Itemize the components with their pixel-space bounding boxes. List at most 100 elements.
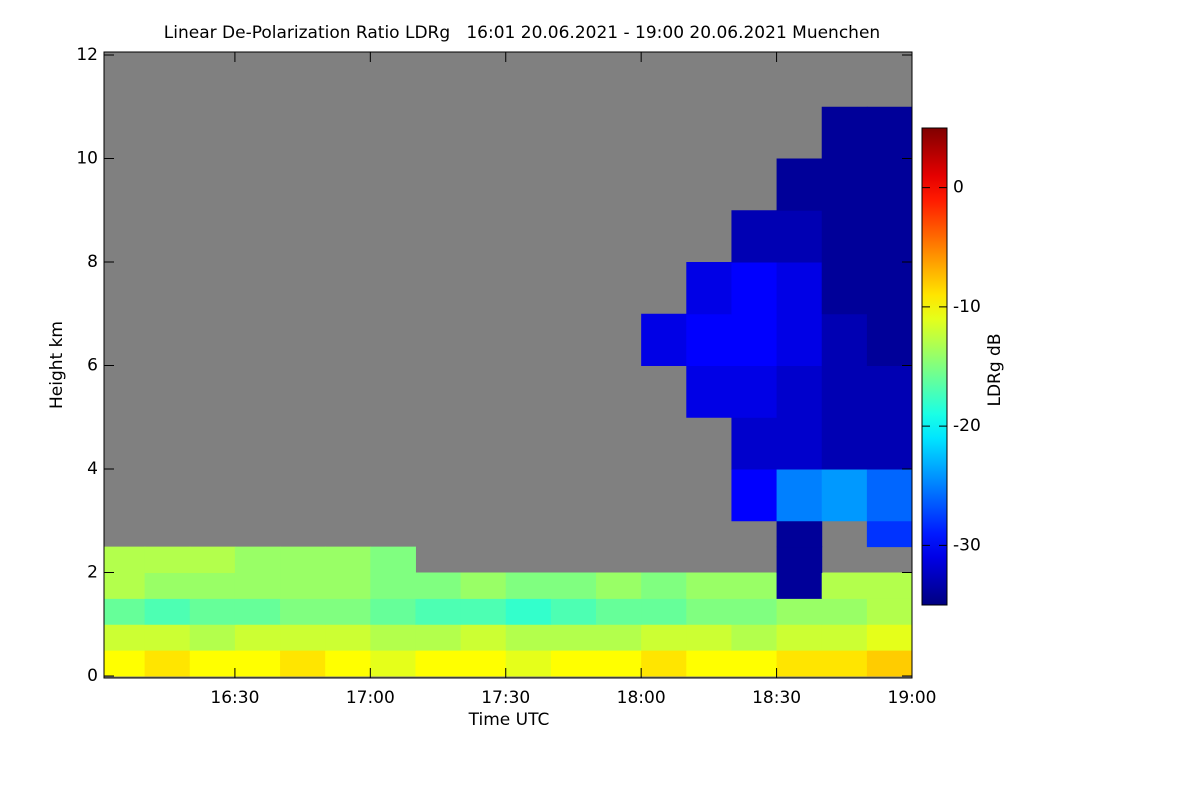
chart-title: Linear De-Polarization Ratio LDRg 16:01 … <box>164 23 880 43</box>
colorbar-tick-label: -10 <box>953 297 981 317</box>
heatmap-cell <box>731 650 778 677</box>
heatmap-cell <box>370 572 416 599</box>
heatmap-cell <box>866 650 913 677</box>
heatmap-cell <box>686 624 732 651</box>
heatmap-cell <box>776 210 823 263</box>
heatmap-cell <box>866 469 913 522</box>
heatmap-cell <box>866 417 913 470</box>
heatmap-cell <box>189 598 236 625</box>
heatmap-cell <box>641 313 687 366</box>
heatmap-cell <box>104 546 146 573</box>
heatmap-cell <box>280 624 326 651</box>
heatmap-cell <box>104 650 146 677</box>
heatmap-cell <box>821 417 868 470</box>
heatmap-cell <box>370 650 416 677</box>
heatmap-cell <box>731 417 778 470</box>
heatmap-cell <box>866 572 913 599</box>
heatmap-cell <box>460 572 507 599</box>
x-tick-label: 19:00 <box>888 688 937 708</box>
x-axis-label: Time UTC <box>468 710 550 730</box>
heatmap-cell <box>189 546 236 573</box>
heatmap-cell <box>505 572 552 599</box>
heatmap-cell <box>596 650 642 677</box>
heatmap-cell <box>460 650 507 677</box>
heatmap-cell <box>866 365 913 418</box>
heatmap-cell <box>144 572 191 599</box>
heatmap-cell <box>234 572 281 599</box>
heatmap-cell <box>821 650 868 677</box>
heatmap-cell <box>415 624 462 651</box>
y-tick-label: 8 <box>87 252 98 272</box>
heatmap-cell <box>821 598 868 625</box>
heatmap-cell <box>596 598 642 625</box>
heatmap-cell <box>325 624 371 651</box>
x-tick-label: 16:30 <box>210 688 259 708</box>
x-tick-label: 18:00 <box>617 688 666 708</box>
heatmap-cell <box>821 313 868 366</box>
y-tick-label: 10 <box>76 149 98 169</box>
heatmap-cell <box>370 598 416 625</box>
heatmap-cell <box>776 469 823 522</box>
heatmap-cell <box>505 624 552 651</box>
heatmap-cell <box>821 365 868 418</box>
heatmap-cell <box>731 572 778 599</box>
heatmap-cell <box>370 624 416 651</box>
heatmap-cell <box>325 650 371 677</box>
heatmap-cell <box>104 598 146 625</box>
heatmap-cell <box>731 262 778 315</box>
heatmap-cell <box>415 572 462 599</box>
heatmap-cell <box>641 650 687 677</box>
heatmap-cell <box>505 598 552 625</box>
heatmap-cell <box>866 520 913 548</box>
heatmap-cell <box>866 158 913 211</box>
heatmap-cell <box>280 572 326 599</box>
heatmap-cell <box>776 546 823 573</box>
x-tick-label: 18:30 <box>752 688 801 708</box>
heatmap-cell <box>866 210 913 263</box>
colorbar-label: LDRg dB <box>985 333 1005 406</box>
heatmap-cell <box>731 598 778 625</box>
heatmap-cell <box>776 417 823 470</box>
x-tick-label: 17:30 <box>481 688 530 708</box>
heatmap-cell <box>641 624 687 651</box>
heatmap-cell <box>325 598 371 625</box>
heatmap-cell <box>550 650 597 677</box>
heatmap-cell <box>821 572 868 599</box>
heatmap-cell <box>776 624 823 651</box>
heatmap-cell <box>370 546 416 573</box>
heatmap-cell <box>731 624 778 651</box>
heatmap-cell <box>280 546 326 573</box>
heatmap-cell <box>776 598 823 625</box>
heatmap-cell <box>641 572 687 599</box>
colorbar-tick-label: -30 <box>953 535 981 555</box>
heatmap-cell <box>189 572 236 599</box>
heatmap-cell <box>686 313 732 366</box>
y-tick-label: 4 <box>87 459 98 479</box>
y-axis-label: Height km <box>47 321 67 409</box>
heatmap-cell <box>325 546 371 573</box>
heatmap-cell <box>821 624 868 651</box>
heatmap-cell <box>866 262 913 315</box>
heatmap-cell <box>415 598 462 625</box>
heatmap-cell <box>866 313 913 366</box>
heatmap-cell <box>104 624 146 651</box>
heatmap-cell <box>731 365 778 418</box>
heatmap-cell <box>686 572 732 599</box>
heatmap-cell <box>234 650 281 677</box>
heatmap-cell <box>821 469 868 522</box>
colorbar-tick-label: 0 <box>953 178 964 198</box>
heatmap-cell <box>821 106 868 159</box>
heatmap-cell <box>776 313 823 366</box>
colorbar <box>921 127 948 606</box>
heatmap-cell <box>104 572 146 599</box>
y-tick-label: 12 <box>76 45 98 65</box>
colorbar-tick-label: -20 <box>953 416 981 436</box>
heatmap-cell <box>144 650 191 677</box>
heatmap-cell <box>415 650 462 677</box>
heatmap-cell <box>776 520 823 548</box>
heatmap-cell <box>505 650 552 677</box>
heatmap-cell <box>460 624 507 651</box>
heatmap-cell <box>550 598 597 625</box>
y-tick-label: 6 <box>87 356 98 376</box>
